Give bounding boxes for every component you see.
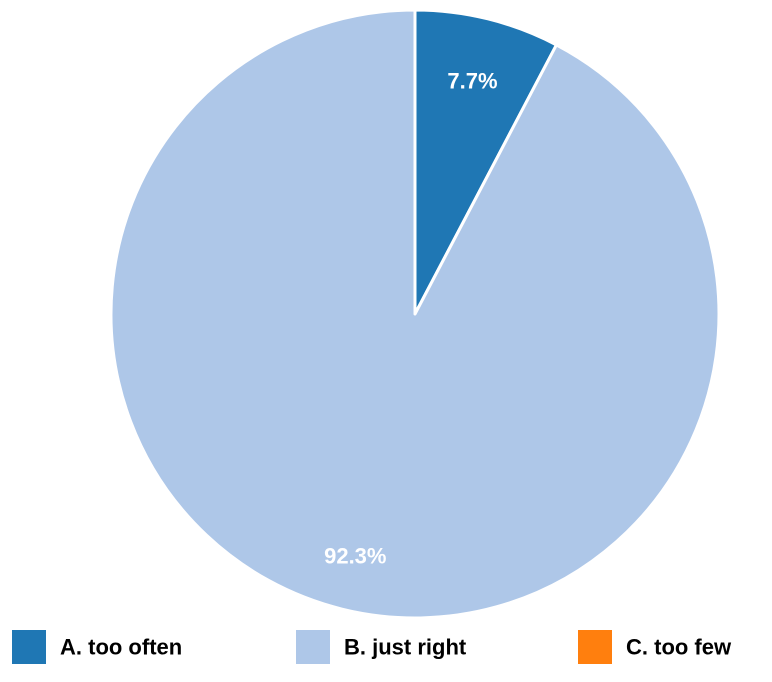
pie-slice-a-too-often xyxy=(413,8,558,316)
data-label-b-just-right: 92.3% xyxy=(324,544,386,569)
legend-label-b-just-right: B. just right xyxy=(344,635,467,660)
data-label-a-too-often: 7.7% xyxy=(447,68,497,93)
legend-label-a-too-often: A. too often xyxy=(60,635,182,660)
legend: A. too often B. just right C. too few xyxy=(12,630,732,664)
pie-slice-b-just-right xyxy=(109,8,721,620)
legend-label-c-too-few: C. too few xyxy=(626,635,732,660)
legend-swatch-c-too-few xyxy=(578,630,612,664)
pie-data-labels: 7.7% 92.3% xyxy=(324,68,497,568)
legend-swatch-b-just-right xyxy=(296,630,330,664)
legend-swatch-a-too-often xyxy=(12,630,46,664)
pie-slices xyxy=(109,8,721,620)
